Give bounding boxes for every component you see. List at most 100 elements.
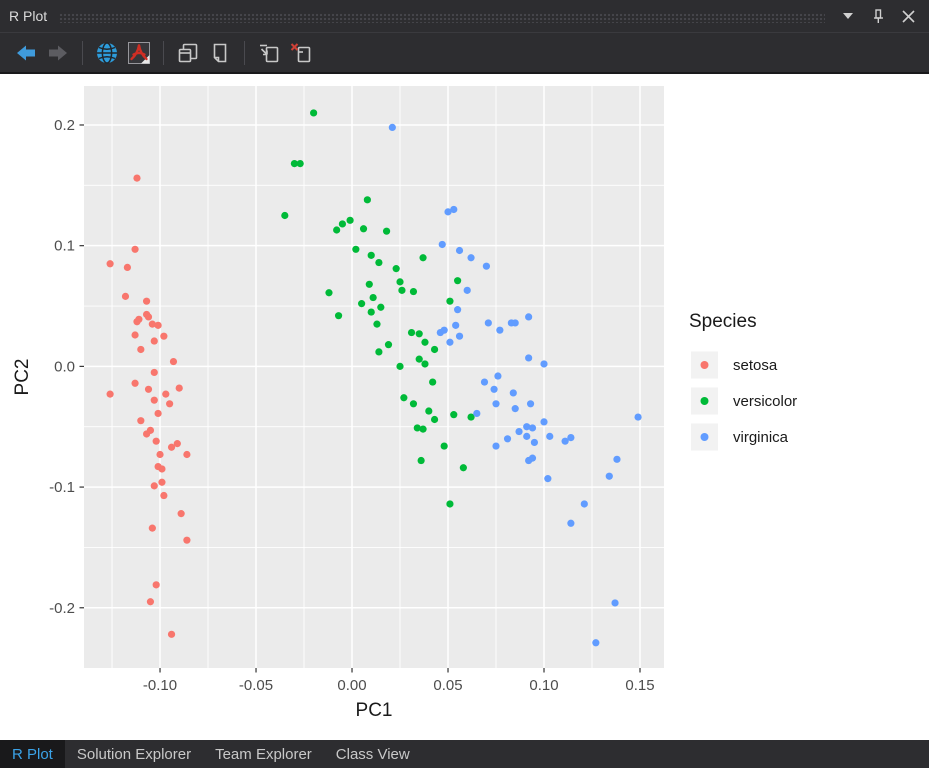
globe-icon bbox=[97, 41, 117, 64]
data-point-versicolor bbox=[384, 341, 393, 349]
close-icon[interactable] bbox=[897, 5, 919, 27]
tab-class-view[interactable]: Class View bbox=[335, 745, 410, 763]
toolbar-separator bbox=[244, 40, 245, 65]
x-tick-label: 0.05 bbox=[433, 677, 462, 694]
data-point-virginica bbox=[388, 123, 396, 131]
data-point-setosa bbox=[142, 430, 151, 438]
data-point-virginica bbox=[482, 262, 491, 270]
legend-key-dot-versicolor bbox=[700, 397, 709, 405]
data-point-setosa bbox=[167, 630, 176, 638]
data-point-setosa bbox=[131, 379, 139, 387]
data-point-virginica bbox=[480, 378, 489, 386]
data-point-setosa bbox=[152, 581, 160, 589]
data-point-virginica bbox=[546, 432, 554, 440]
copy-bitmap-button[interactable] bbox=[172, 38, 204, 68]
data-point-setosa bbox=[123, 263, 131, 272]
data-point-setosa bbox=[150, 337, 158, 345]
data-point-versicolor bbox=[363, 196, 371, 204]
data-point-virginica bbox=[492, 442, 500, 450]
data-point-virginica bbox=[528, 424, 537, 432]
data-point-versicolor bbox=[409, 400, 418, 408]
tab-r-plot[interactable]: R Plot bbox=[0, 740, 65, 768]
data-point-virginica bbox=[605, 472, 613, 480]
x-tick-label: 0.10 bbox=[529, 677, 558, 694]
data-point-setosa bbox=[156, 450, 164, 459]
data-point-versicolor bbox=[419, 425, 427, 433]
data-point-versicolor bbox=[413, 424, 421, 432]
data-point-setosa bbox=[146, 598, 155, 606]
data-point-versicolor bbox=[375, 258, 383, 267]
data-point-versicolor bbox=[454, 277, 462, 285]
y-tick-label: 0.1 bbox=[54, 238, 75, 255]
data-point-virginica bbox=[455, 246, 464, 255]
data-point-virginica bbox=[567, 433, 575, 442]
forward-button[interactable] bbox=[42, 38, 74, 68]
data-point-virginica bbox=[523, 423, 531, 431]
data-point-virginica bbox=[454, 306, 462, 314]
export-web-button[interactable] bbox=[91, 38, 123, 68]
data-point-setosa bbox=[152, 437, 160, 445]
export-pdf-button[interactable] bbox=[123, 38, 155, 68]
plot-client-area: -0.10 -0.05 0.00 0.05 0.10 0.15 0.2 0.1 0.0 -0.1 -… bbox=[0, 74, 929, 740]
tab-solution-explorer[interactable]: Solution Explorer bbox=[76, 745, 192, 763]
copy-metafile-button[interactable] bbox=[204, 38, 236, 68]
data-point-versicolor bbox=[310, 109, 318, 117]
data-point-setosa bbox=[158, 465, 166, 473]
data-point-versicolor bbox=[375, 348, 383, 356]
legend-key-dot-virginica bbox=[700, 433, 709, 441]
data-point-virginica bbox=[492, 400, 500, 408]
legend-title: Species bbox=[689, 311, 757, 332]
legend-label: virginica bbox=[733, 429, 789, 446]
data-point-setosa bbox=[162, 390, 170, 398]
data-point-versicolor bbox=[392, 265, 400, 273]
titlebar-drag-texture[interactable] bbox=[59, 12, 825, 23]
data-point-virginica bbox=[540, 360, 548, 368]
data-point-setosa bbox=[160, 491, 168, 500]
data-point-virginica bbox=[503, 435, 512, 443]
x-tick-label: -0.10 bbox=[143, 677, 177, 694]
data-point-versicolor bbox=[409, 287, 418, 296]
data-point-versicolor bbox=[446, 297, 454, 305]
data-point-versicolor bbox=[415, 330, 423, 338]
data-point-setosa bbox=[169, 357, 178, 366]
data-point-versicolor bbox=[325, 289, 333, 297]
data-point-setosa bbox=[106, 260, 114, 268]
data-point-virginica bbox=[452, 321, 460, 329]
new-plot-window-button[interactable] bbox=[253, 38, 285, 68]
copy-bitmap-icon bbox=[178, 43, 198, 62]
remove-plot-icon bbox=[290, 42, 311, 62]
plot-panel bbox=[84, 86, 664, 668]
data-point-versicolor bbox=[373, 320, 381, 328]
data-point-setosa bbox=[167, 443, 176, 451]
data-point-virginica bbox=[526, 400, 535, 408]
data-point-setosa bbox=[150, 482, 158, 490]
data-point-versicolor bbox=[369, 293, 377, 302]
data-point-setosa bbox=[133, 318, 141, 326]
remove-plot-button[interactable] bbox=[285, 38, 317, 68]
data-point-virginica bbox=[523, 432, 531, 440]
data-point-versicolor bbox=[396, 278, 404, 286]
tab-team-explorer[interactable]: Team Explorer bbox=[215, 745, 312, 763]
data-point-virginica bbox=[446, 338, 454, 346]
data-point-versicolor bbox=[367, 308, 375, 316]
pin-icon[interactable] bbox=[867, 5, 889, 27]
data-point-versicolor bbox=[417, 456, 425, 465]
pdf-icon bbox=[128, 41, 150, 64]
data-point-versicolor bbox=[377, 303, 385, 311]
data-point-setosa bbox=[137, 417, 145, 425]
new-window-icon bbox=[260, 44, 279, 62]
data-point-virginica bbox=[473, 409, 481, 418]
arrow-left-icon bbox=[17, 45, 35, 60]
data-point-virginica bbox=[525, 354, 533, 362]
data-point-versicolor bbox=[446, 500, 454, 508]
data-point-versicolor bbox=[333, 226, 341, 234]
data-point-versicolor bbox=[407, 328, 416, 337]
data-point-virginica bbox=[463, 286, 471, 294]
data-point-virginica bbox=[525, 456, 533, 465]
back-button[interactable] bbox=[10, 38, 42, 68]
data-point-virginica bbox=[467, 254, 475, 262]
chevron-down-icon[interactable] bbox=[837, 5, 859, 27]
data-point-versicolor bbox=[367, 251, 375, 259]
x-axis-title: PC1 bbox=[356, 700, 393, 721]
